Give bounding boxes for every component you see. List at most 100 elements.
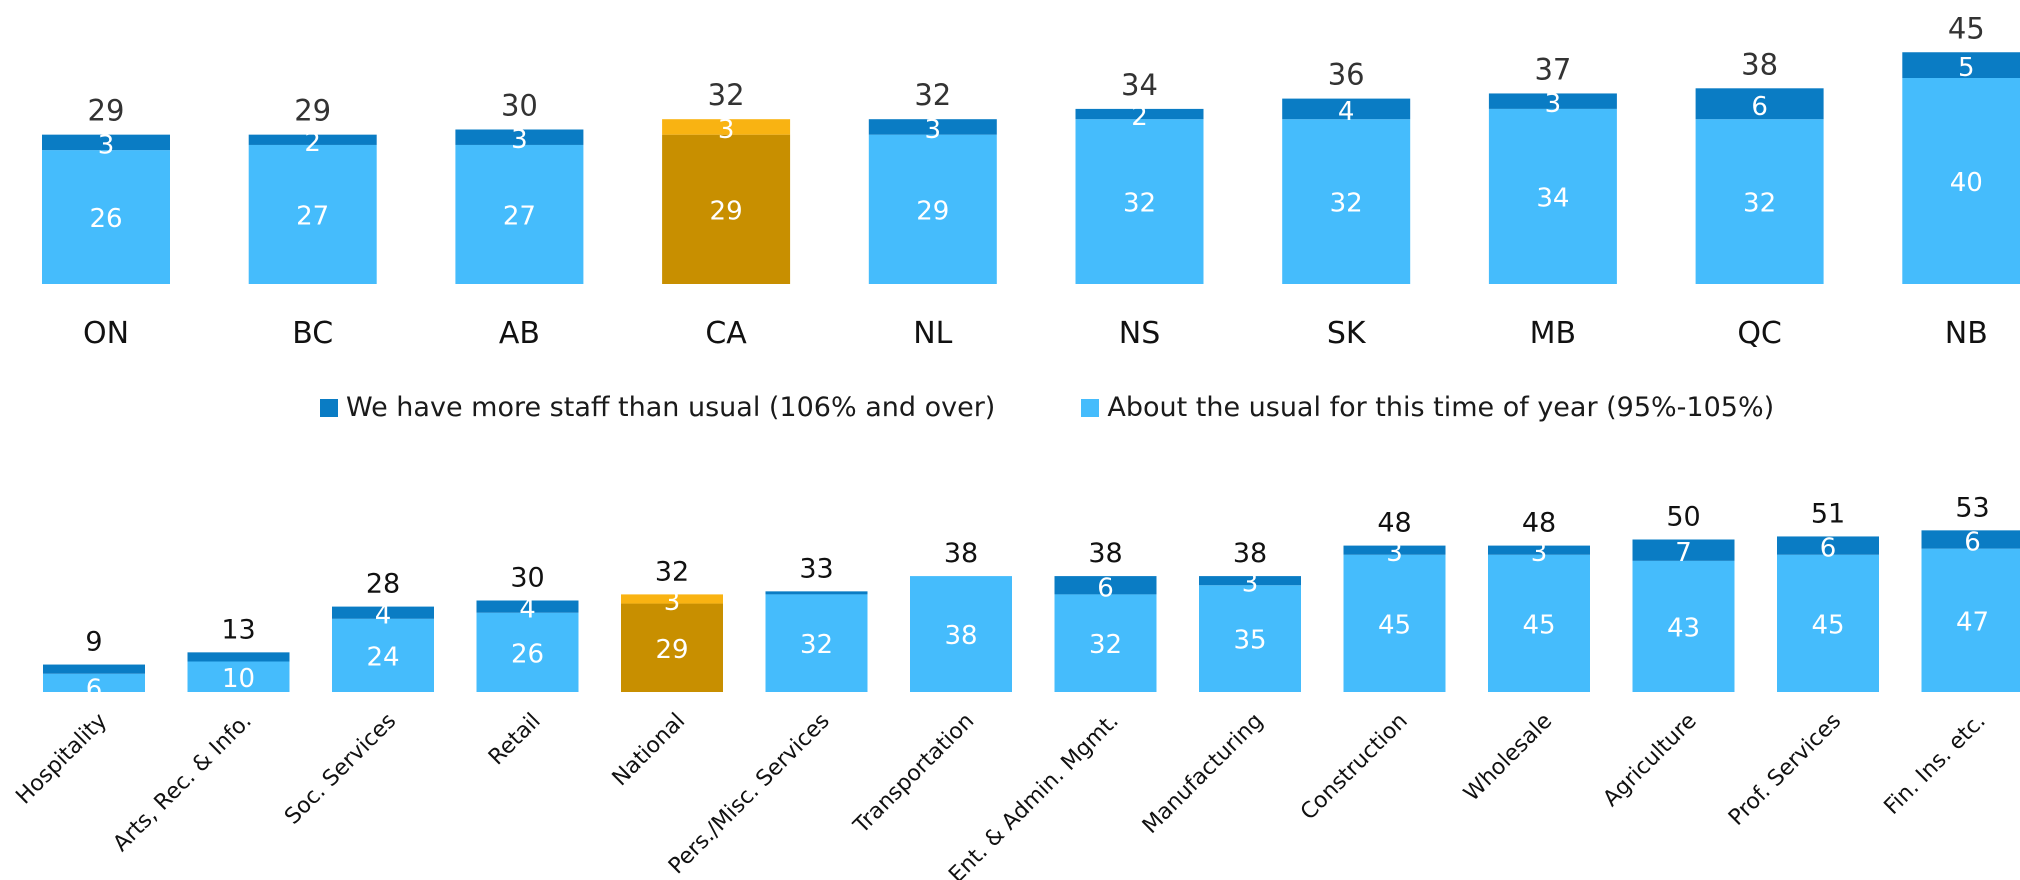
bar-more-agriculture — [1632, 539, 1735, 561]
bar-more-pers-misc-services — [765, 591, 868, 595]
bar-more-retail — [476, 600, 579, 613]
label-usual-national: 29 — [655, 635, 688, 665]
bar-more-prof-services — [1777, 536, 1879, 555]
total-label-bc: 29 — [294, 94, 331, 128]
bar-more-ent-admin-mgmt — [1054, 576, 1157, 595]
category-label-arts-rec-info: Arts, Rec. & Info. — [109, 709, 257, 857]
label-usual-fin-ins-etc: 47 — [1956, 607, 1989, 637]
label-more-qc: 6 — [1751, 92, 1768, 122]
label-usual-soc-services: 24 — [366, 642, 399, 672]
bar-usual-arts-rec-info — [187, 661, 290, 692]
label-usual-ab: 27 — [503, 201, 536, 231]
total-label-arts-rec-info: 13 — [221, 614, 255, 645]
bar-usual-ab — [455, 144, 584, 284]
category-label-on: ON — [83, 316, 129, 351]
bar-more-sk — [1282, 98, 1411, 120]
total-label-ca: 32 — [708, 78, 745, 112]
total-label-ent-admin-mgmt: 38 — [1088, 538, 1122, 569]
category-label-ns: NS — [1119, 316, 1160, 351]
bar-more-ns — [1075, 108, 1204, 120]
total-label-agriculture: 50 — [1666, 502, 1700, 533]
label-more-ca: 3 — [718, 115, 735, 145]
legend: We have more staff than usual (106% and … — [320, 392, 1774, 423]
bar-usual-nl — [868, 134, 997, 284]
label-usual-ca: 29 — [710, 196, 743, 226]
bar-usual-agriculture — [1632, 560, 1735, 692]
total-label-nl: 32 — [914, 78, 951, 112]
label-usual-on: 26 — [89, 204, 122, 234]
legend-item-usual: About the usual for this time of year (9… — [1081, 392, 1774, 423]
bar-more-national — [621, 594, 723, 604]
label-usual-ns: 32 — [1123, 189, 1156, 219]
label-more-manufacturing: 3 — [1242, 569, 1259, 599]
category-label-hospitality: Hospitality — [11, 709, 112, 810]
bar-usual-national — [621, 603, 723, 692]
total-label-national: 32 — [655, 556, 689, 587]
label-more-bc: 2 — [304, 128, 321, 158]
label-usual-prof-services: 45 — [1811, 610, 1844, 640]
total-label-ab: 30 — [501, 89, 538, 123]
bar-more-ab — [455, 129, 584, 145]
total-label-wholesale: 48 — [1522, 508, 1556, 539]
total-label-hospitality: 9 — [85, 627, 102, 658]
bar-more-on — [42, 134, 170, 151]
bar-more-mb — [1488, 93, 1617, 109]
legend-swatch-usual — [1081, 398, 1100, 417]
label-more-ns: 2 — [1131, 102, 1148, 132]
category-label-mb: MB — [1530, 316, 1576, 351]
category-label-manufacturing: Manufacturing — [1138, 709, 1268, 839]
bar-usual-ns — [1075, 119, 1204, 284]
label-usual-bc: 27 — [296, 201, 329, 231]
legend-label-more-staff: We have more staff than usual (106% and … — [346, 392, 996, 423]
total-label-transportation: 38 — [944, 538, 978, 569]
legend-label-usual: About the usual for this time of year (9… — [1107, 392, 1775, 423]
bar-more-fin-ins-etc — [1921, 530, 2020, 549]
label-more-soc-services: 4 — [375, 601, 392, 631]
bar-usual-sk — [1282, 119, 1411, 284]
category-label-fin-ins-etc: Fin. Ins. etc. — [1880, 709, 1991, 820]
bar-usual-fin-ins-etc — [1921, 548, 2020, 692]
label-usual-construction: 45 — [1378, 610, 1411, 640]
label-usual-arts-rec-info: 10 — [222, 664, 255, 694]
total-label-mb: 37 — [1534, 52, 1571, 86]
bar-more-qc — [1695, 88, 1824, 120]
category-label-soc-services: Soc. Services — [280, 709, 401, 830]
total-label-sk: 36 — [1328, 58, 1365, 92]
label-more-national: 3 — [664, 587, 681, 617]
bar-usual-construction — [1343, 554, 1446, 692]
bar-more-nb — [1902, 52, 2020, 78]
category-label-wholesale: Wholesale — [1459, 709, 1557, 807]
bar-usual-mb — [1488, 108, 1617, 285]
label-usual-mb: 34 — [1536, 183, 1569, 213]
total-label-manufacturing: 38 — [1233, 538, 1267, 569]
legend-item-more-staff: We have more staff than usual (106% and … — [320, 392, 995, 423]
total-label-soc-services: 28 — [366, 569, 400, 600]
label-usual-manufacturing: 35 — [1233, 626, 1266, 656]
bar-usual-on — [42, 150, 170, 284]
label-usual-sk: 32 — [1330, 189, 1363, 219]
total-label-nb: 45 — [1948, 11, 1985, 45]
label-more-sk: 4 — [1338, 97, 1355, 127]
category-label-transportation: Transportation — [849, 709, 980, 840]
bar-more-ca — [662, 119, 791, 135]
label-more-nb: 5 — [1958, 53, 1975, 83]
category-label-construction: Construction — [1296, 709, 1413, 826]
label-usual-transportation: 38 — [944, 621, 977, 651]
bar-usual-wholesale — [1488, 554, 1590, 692]
label-more-retail: 4 — [519, 595, 536, 625]
label-usual-agriculture: 43 — [1667, 613, 1700, 643]
category-label-national: National — [608, 709, 691, 792]
bar-usual-ent-admin-mgmt — [1054, 594, 1157, 692]
label-more-ab: 3 — [511, 125, 528, 155]
bar-usual-ca — [662, 134, 791, 284]
label-more-prof-services: 6 — [1820, 534, 1837, 564]
bar-usual-hospitality — [43, 673, 145, 692]
category-label-retail: Retail — [484, 709, 546, 771]
category-label-nb: NB — [1945, 316, 1988, 351]
total-label-fin-ins-etc: 53 — [1955, 492, 1989, 523]
category-label-bc: BC — [292, 316, 333, 351]
total-label-on: 29 — [88, 94, 125, 128]
label-more-on: 3 — [98, 130, 115, 160]
bar-more-soc-services — [332, 606, 434, 619]
category-label-pers-misc-services: Pers./Misc. Services — [664, 709, 835, 880]
